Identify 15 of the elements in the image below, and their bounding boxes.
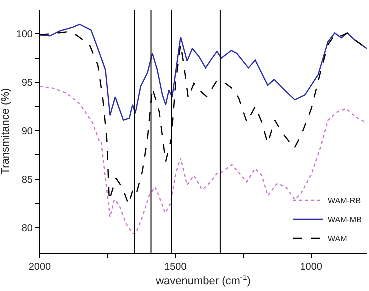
legend-label: WAM-MB [328, 216, 362, 225]
x-tick-label: 1500 [164, 262, 188, 273]
x-axis-title: wavenumber (cm$^{-1}$) [155, 273, 251, 288]
legend-label: WAM [328, 234, 348, 244]
x-tick-label: 2000 [28, 262, 52, 273]
x-tick-label: 1000 [300, 262, 323, 273]
y-tick-label: 95 [22, 78, 34, 90]
line-series [40, 24, 367, 121]
y-tick-label: 100 [16, 30, 34, 41]
line-series [40, 86, 367, 234]
y-tick-label: 90 [22, 126, 34, 138]
y-axis-title: Transmitance (%) [0, 88, 12, 175]
legend-label: WAM-RB [328, 196, 362, 206]
y-tick-label: 85 [22, 174, 34, 186]
y-tick-label: 80 [22, 223, 34, 234]
